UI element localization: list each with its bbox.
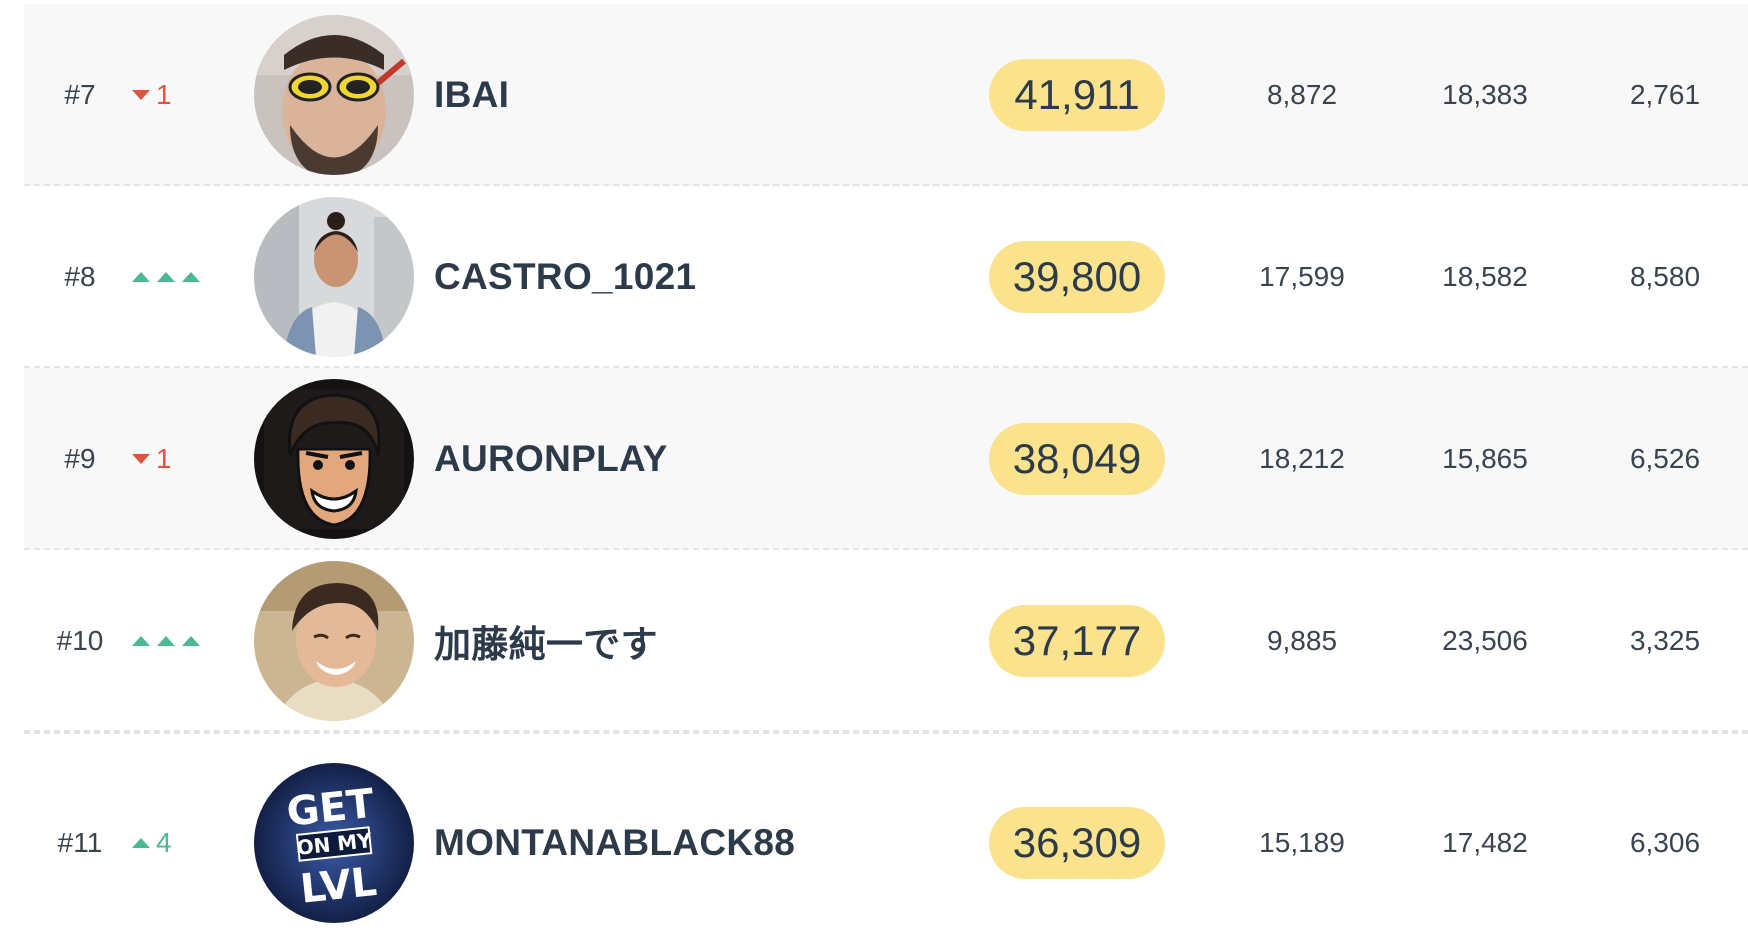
section-divider <box>24 732 1748 734</box>
stat-value: 15,865 <box>1442 443 1528 474</box>
up-arrow-icon <box>157 272 175 282</box>
streamer-name[interactable]: IBAI <box>434 74 510 115</box>
avatar[interactable]: GET ON MY LVL <box>254 763 414 923</box>
rank-change: 1 <box>132 4 222 186</box>
stat-value: 8,872 <box>1266 79 1338 110</box>
rank-label: #11 <box>57 827 103 858</box>
down-arrow-icon <box>132 90 150 100</box>
rank-change-value: 4 <box>156 827 172 858</box>
score-badge: 41,911 <box>989 59 1165 131</box>
rank-change: 1 <box>132 368 222 550</box>
avatar[interactable] <box>254 15 414 175</box>
avatar[interactable] <box>254 379 414 539</box>
avatar[interactable] <box>254 561 414 721</box>
streamer-name[interactable]: AURONPLAY <box>434 438 668 479</box>
rank-change-value: 1 <box>156 79 172 110</box>
rank-change: 4 <box>132 752 222 934</box>
rank-label: #10 <box>56 625 104 656</box>
score-badge: 36,309 <box>989 807 1165 879</box>
up-arrow-icon <box>132 838 150 848</box>
table-row[interactable]: #7 1 IBAI <box>24 4 1748 186</box>
streamer-name[interactable]: 加藤純一です <box>434 623 658 666</box>
rank-label: #8 <box>64 261 96 292</box>
stat-value: 18,212 <box>1259 443 1345 474</box>
stat-value: 6,526 <box>1629 443 1701 474</box>
streamer-name[interactable]: MONTANABLACK88 <box>434 822 796 863</box>
stat-value: 2,761 <box>1629 79 1701 110</box>
down-arrow-icon <box>132 454 150 464</box>
table-row[interactable]: #8 C <box>24 186 1748 368</box>
stat-value: 23,506 <box>1442 625 1528 656</box>
svg-text:LVL: LVL <box>298 859 379 913</box>
stat-value: 9,885 <box>1266 625 1338 656</box>
rank-change <box>132 550 222 732</box>
rank-change-value: 1 <box>156 443 172 474</box>
rank-label: #9 <box>64 443 96 474</box>
table-row[interactable]: #10 加藤純一です <box>24 550 1748 732</box>
rank-label: #7 <box>64 79 96 110</box>
stat-value: 3,325 <box>1629 625 1701 656</box>
stat-value: 8,580 <box>1629 261 1701 292</box>
score-badge: 39,800 <box>989 241 1165 313</box>
up-arrow-icon <box>132 272 150 282</box>
svg-text:GET: GET <box>284 781 376 836</box>
new-entry-icon <box>132 272 200 282</box>
stat-value: 17,599 <box>1259 261 1345 292</box>
table-row[interactable]: #11 4 GET ON MY <box>24 752 1748 934</box>
up-arrow-icon <box>132 636 150 646</box>
new-entry-icon <box>132 636 200 646</box>
stat-value: 6,306 <box>1629 827 1701 858</box>
stat-value: 17,482 <box>1442 827 1528 858</box>
score-badge: 37,177 <box>989 605 1165 677</box>
up-arrow-icon <box>182 272 200 282</box>
stat-value: 18,582 <box>1442 261 1528 292</box>
up-arrow-icon <box>182 636 200 646</box>
table-row[interactable]: #9 1 AURONPLAY 38,049 <box>24 368 1748 550</box>
stat-value: 15,189 <box>1259 827 1345 858</box>
stat-value: 18,383 <box>1442 79 1528 110</box>
streamer-name[interactable]: CASTRO_1021 <box>434 256 697 297</box>
up-arrow-icon <box>157 636 175 646</box>
avatar[interactable] <box>254 197 414 357</box>
score-badge: 38,049 <box>989 423 1165 495</box>
rank-change <box>132 186 222 368</box>
